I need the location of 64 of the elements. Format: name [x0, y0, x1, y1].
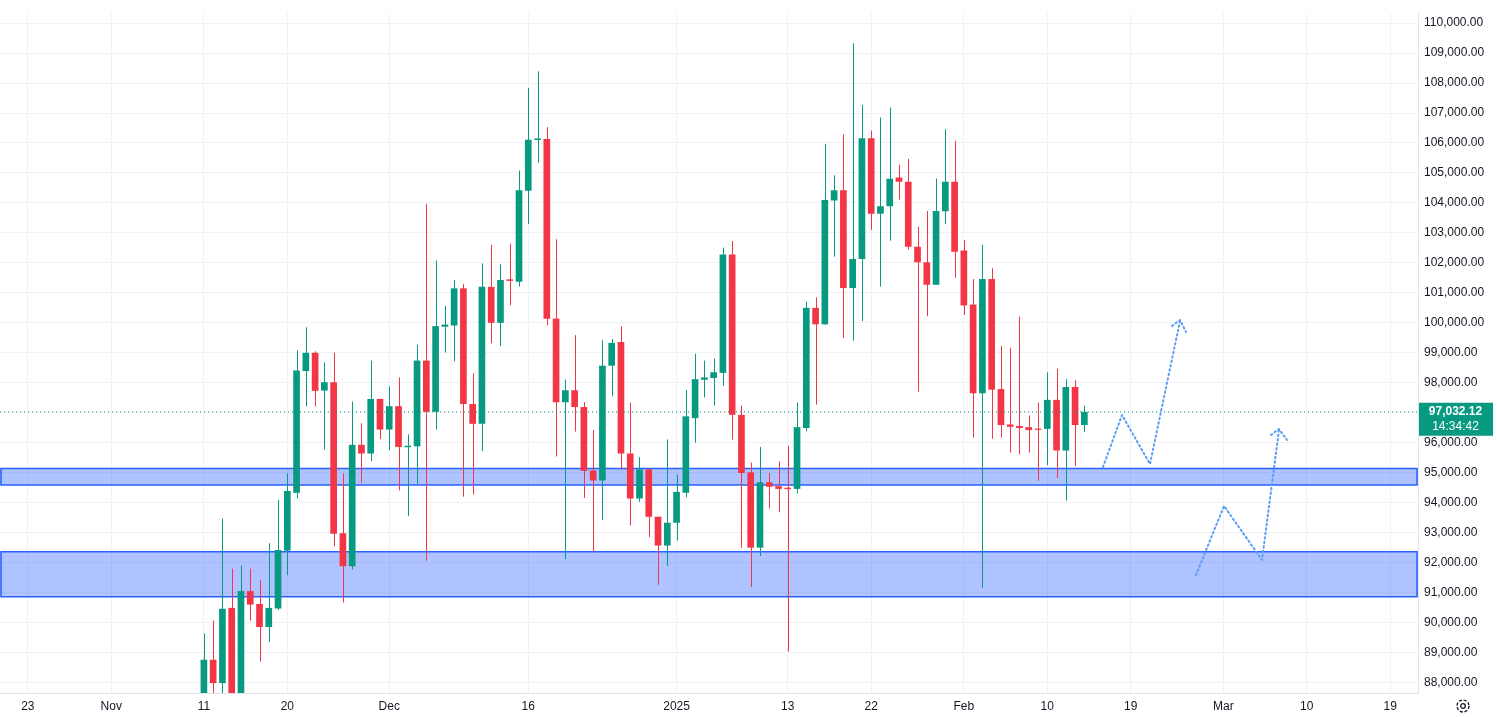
- candlestick: [1016, 316, 1023, 455]
- candlestick: [877, 117, 884, 288]
- candlestick: [469, 372, 476, 496]
- y-tick-label: 105,000.00: [1424, 165, 1485, 180]
- x-tick-label: 10: [1300, 698, 1314, 713]
- candlestick: [358, 422, 365, 484]
- x-tick-label: 11: [197, 698, 211, 713]
- y-tick-label: 96,000.00: [1424, 435, 1478, 450]
- x-tick-label: 23: [21, 698, 35, 713]
- candlestick: [765, 472, 773, 509]
- ref-line-label: 97,032.12: [1428, 404, 1483, 419]
- candlestick: [923, 210, 931, 317]
- y-tick-label: 90,000.00: [1424, 614, 1478, 629]
- candlestick: [571, 334, 578, 433]
- y-tick-label: 98,000.00: [1424, 375, 1478, 390]
- x-tick-label: 16: [521, 698, 536, 713]
- x-tick-label: 2025: [663, 698, 691, 713]
- candlestick: [1025, 414, 1033, 454]
- y-tick-label: 100,000.00: [1424, 315, 1485, 330]
- candlestick: [701, 360, 708, 398]
- x-tick-label: 19: [1383, 698, 1398, 713]
- y-tick-label: 88,000.00: [1424, 674, 1478, 689]
- x-tick-label: Mar: [1213, 698, 1234, 713]
- candlestick: [914, 226, 921, 393]
- text: 14:34:42: [1432, 419, 1480, 434]
- candlestick: [506, 243, 514, 306]
- x-tick-label: 13: [781, 698, 795, 713]
- y-tick-label: 92,000.00: [1424, 554, 1478, 569]
- y-tick-label: 89,000.00: [1424, 644, 1478, 659]
- y-tick-label: 106,000.00: [1424, 135, 1485, 150]
- candlestick: [895, 164, 903, 201]
- y-tick-label: 93,000.00: [1424, 524, 1478, 539]
- candlestick: [209, 619, 217, 693]
- candlestick: [710, 358, 717, 407]
- y-tick-label: 109,000.00: [1424, 45, 1485, 60]
- y-tick-label: 94,000.00: [1424, 494, 1478, 509]
- candlestick: [1006, 347, 1014, 454]
- y-tick-label: 110,000.00: [1424, 15, 1484, 30]
- candlestick: [812, 296, 819, 406]
- x-tick-label: Nov: [100, 698, 122, 713]
- x-tick-label: 10: [1040, 698, 1055, 713]
- y-tick-label: 95,000.00: [1424, 465, 1478, 480]
- y-tick-label: 107,000.00: [1424, 105, 1485, 120]
- y-tick-label: 103,000.00: [1424, 225, 1485, 240]
- candlestick: [256, 579, 263, 663]
- y-tick-label: 99,000.00: [1424, 345, 1478, 360]
- x-tick-label: Dec: [378, 698, 400, 713]
- x-tick-label: Feb: [953, 698, 975, 713]
- x-tick-label: 20: [280, 698, 295, 713]
- y-tick-label: 104,000.00: [1424, 195, 1485, 210]
- y-tick-label: 101,000.00: [1424, 285, 1485, 300]
- candlestick: [663, 438, 671, 567]
- candlestick: [246, 568, 254, 622]
- y-tick-label: 108,000.00: [1424, 75, 1485, 90]
- candlestick: [849, 42, 856, 342]
- x-tick-label: 22: [864, 698, 879, 713]
- candlestick: [534, 70, 541, 164]
- x-tick-label: 19: [1124, 698, 1138, 713]
- candlestick: [830, 174, 838, 258]
- y-tick-label: 102,000.00: [1424, 255, 1485, 270]
- y-tick-label: 91,000.00: [1424, 584, 1478, 599]
- candlestick: [608, 338, 616, 397]
- candlestick: [775, 460, 782, 513]
- candlestick: [265, 542, 273, 643]
